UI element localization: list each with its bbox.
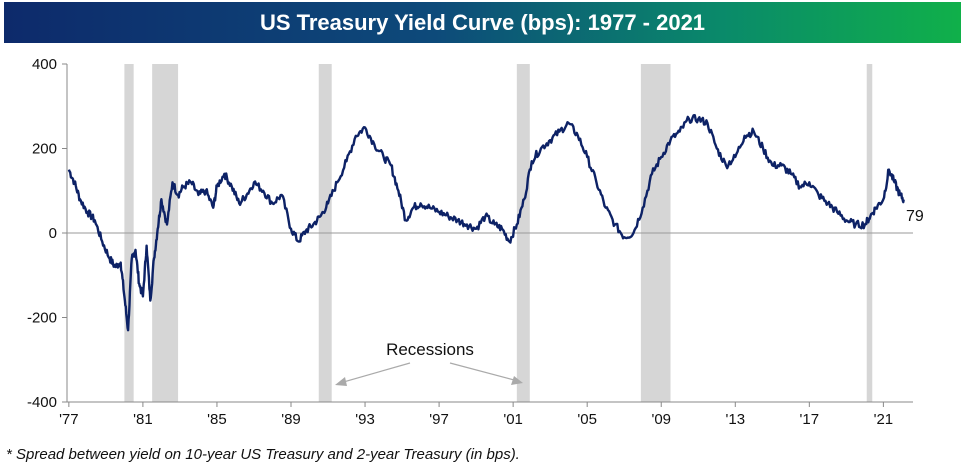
labels: Recessions 79	[335, 208, 924, 386]
recessions-arrowhead-right	[511, 376, 523, 385]
chart-title: US Treasury Yield Curve (bps): 1977 - 20…	[259, 9, 706, 35]
title-banner: US Treasury Yield Curve (bps): 1977 - 20…	[4, 2, 961, 43]
y-tick-label: 0	[49, 225, 57, 242]
x-tick-label: '13	[726, 411, 746, 428]
x-tick-label: '93	[355, 411, 375, 428]
x-tick-label: '97	[429, 411, 449, 428]
x-tick-label: '09	[651, 411, 671, 428]
recessions-arrow-right	[449, 362, 519, 382]
y-tick-label: 200	[32, 141, 57, 158]
last-value-label: 79	[906, 208, 924, 225]
x-tick-label: '81	[133, 411, 153, 428]
recessions-arrow-left	[339, 362, 411, 384]
x-tick-label: '77	[59, 411, 79, 428]
x-tick-label: '89	[281, 411, 301, 428]
y-tick-label: 400	[32, 56, 57, 73]
x-tick-label: '21	[874, 411, 894, 428]
y-tick-label: -200	[27, 310, 57, 327]
recessions-arrowhead-left	[335, 377, 347, 386]
series-layer	[67, 114, 905, 332]
spread-series-line	[67, 114, 905, 332]
recessions-annotation: Recessions	[386, 340, 474, 359]
x-tick-label: '17	[800, 411, 820, 428]
axes: 400 200 0 -200 -400'77 '81 '85 '89 '93 '97 '01 '05 '…	[27, 56, 913, 428]
footnote: * Spread between yield on 10-year US Tre…	[6, 446, 520, 463]
y-tick-label: -400	[27, 394, 57, 411]
x-tick-label: '85	[207, 411, 227, 428]
x-tick-label: '05	[577, 411, 597, 428]
x-tick-label: '01	[503, 411, 523, 428]
